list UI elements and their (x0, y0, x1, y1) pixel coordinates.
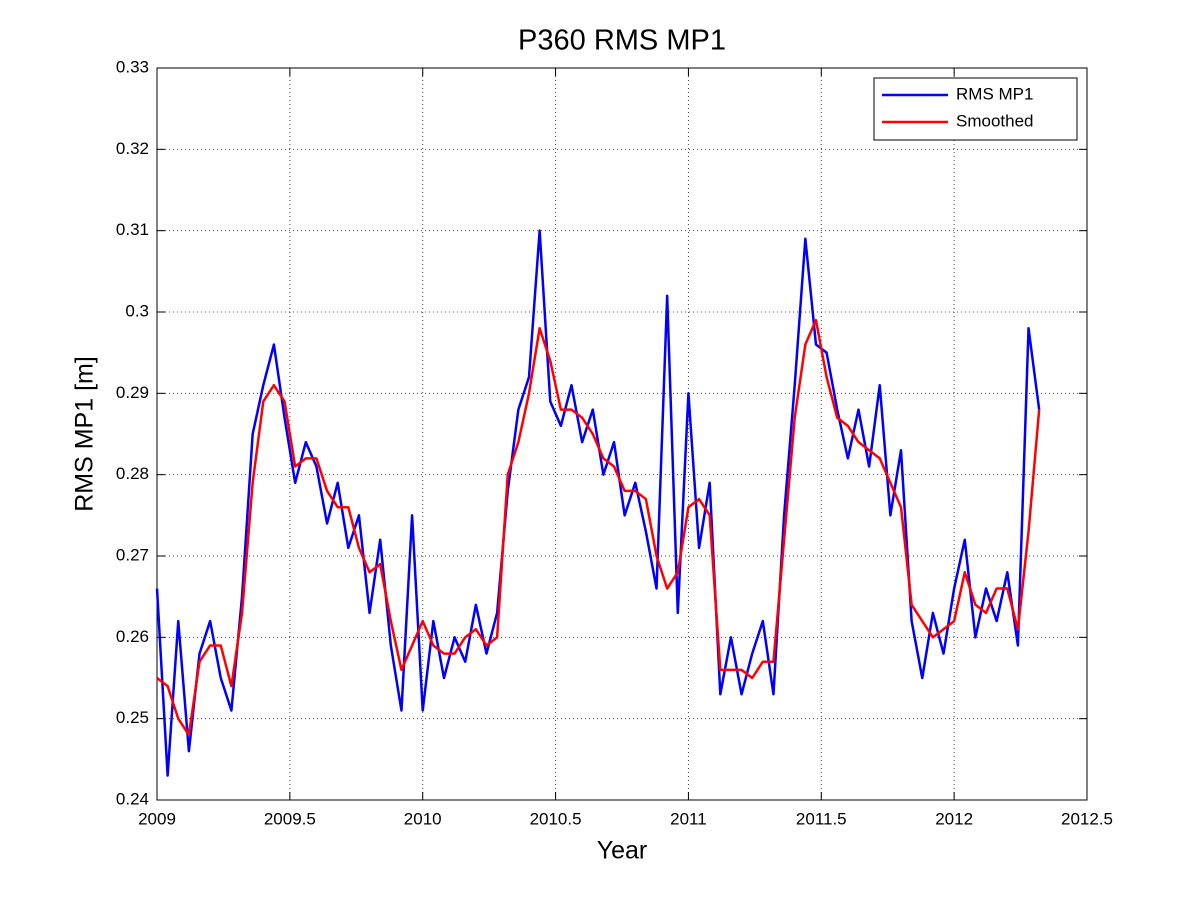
x-tick-label: 2010 (404, 809, 442, 828)
legend-label: Smoothed (956, 111, 1034, 130)
y-tick-label: 0.3 (125, 301, 149, 320)
x-tick-label: 2009.5 (264, 809, 316, 828)
y-axis-label: RMS MP1 [m] (71, 356, 99, 512)
y-tick-label: 0.27 (116, 545, 149, 564)
x-tick-label: 2011 (670, 809, 707, 828)
x-tick-label: 2010.5 (530, 809, 582, 828)
plot-area (157, 68, 1087, 800)
x-tick-label: 2009 (138, 809, 176, 828)
x-axis-label: Year (597, 837, 648, 865)
y-tick-label: 0.25 (116, 708, 149, 727)
x-tick-label: 2011.5 (796, 809, 847, 828)
y-tick-label: 0.32 (116, 139, 149, 158)
data-line (156, 318, 1041, 737)
y-tick-label: 0.28 (116, 464, 149, 483)
y-tick-label: 0.31 (116, 220, 149, 239)
legend-box (873, 77, 1078, 141)
y-tick-label: 0.29 (116, 383, 149, 402)
x-tick-label: 2012.5 (1061, 809, 1113, 828)
x-tick-label: 2012 (935, 809, 973, 828)
data-line (155, 229, 1041, 777)
y-tick-label: 0.26 (116, 627, 149, 646)
chart-title: P360 RMS MP1 (518, 25, 726, 57)
plot-frame (156, 67, 1088, 801)
y-tick-label: 0.24 (116, 789, 149, 808)
legend-label: RMS MP1 (956, 84, 1033, 103)
y-tick-label: 0.33 (116, 57, 149, 76)
